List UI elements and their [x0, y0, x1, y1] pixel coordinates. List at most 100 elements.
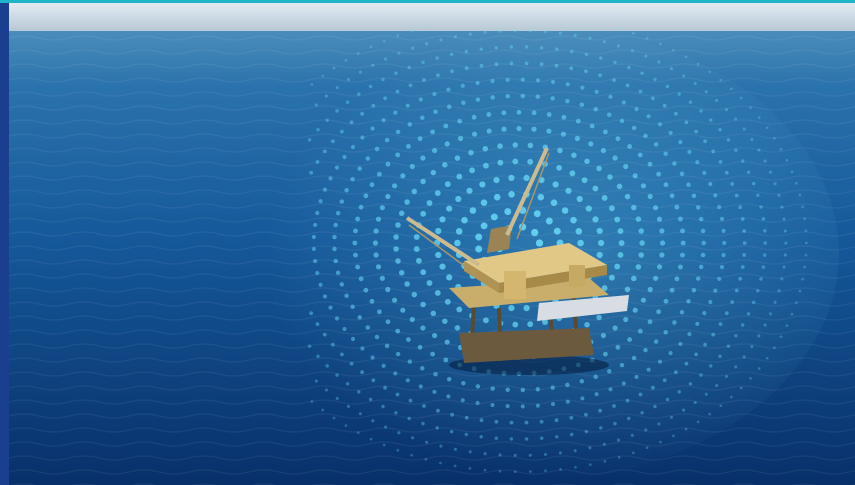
burst-dot	[497, 159, 504, 166]
burst-dot	[597, 239, 605, 247]
burst-dot	[395, 258, 401, 264]
burst-dot	[608, 94, 613, 99]
burst-dot	[601, 194, 608, 201]
burst-dot	[657, 422, 661, 426]
burst-dot	[627, 65, 631, 70]
burst-dot	[708, 70, 712, 74]
burst-dot	[598, 408, 602, 413]
burst-dot	[344, 59, 348, 62]
burst-dot	[385, 193, 391, 200]
burst-dot	[647, 286, 653, 293]
burst-dot	[719, 265, 725, 270]
burst-dot	[410, 29, 414, 33]
burst-dot	[584, 412, 588, 417]
burst-dot	[357, 315, 362, 320]
burst-dot	[369, 182, 375, 188]
burst-dot	[593, 106, 598, 112]
burst-dot	[454, 239, 461, 247]
burst-dot	[325, 118, 329, 122]
burst-dot	[446, 87, 451, 92]
burst-dot	[674, 204, 680, 210]
main-deck	[464, 243, 607, 283]
burst-dot	[679, 171, 685, 177]
burst-dot	[417, 344, 423, 350]
burst-dot	[420, 366, 425, 371]
burst-dot	[734, 117, 738, 121]
burst-dot	[616, 183, 623, 190]
burst-dot	[382, 443, 386, 447]
burst-dot	[311, 246, 316, 252]
burst-dot	[369, 437, 373, 441]
burst-dot	[617, 251, 624, 258]
burst-dot	[385, 161, 391, 167]
burst-dot	[505, 387, 510, 393]
burst-dot	[606, 369, 612, 374]
burst-dot	[657, 359, 663, 364]
burst-dot	[461, 380, 466, 386]
burst-dot	[409, 316, 415, 323]
burst-dot	[612, 155, 618, 161]
burst-dot	[395, 222, 401, 228]
burst-dot	[635, 216, 642, 222]
burst-dot	[779, 147, 783, 151]
burst-dot	[693, 81, 697, 86]
burst-dot	[318, 199, 323, 204]
burst-dot	[763, 323, 767, 327]
burst-dot	[625, 398, 630, 403]
burst-dot	[340, 352, 344, 357]
burst-dot	[643, 133, 648, 139]
burst-dot	[344, 424, 348, 427]
burst-dot	[761, 217, 766, 221]
burst-dot	[616, 438, 621, 442]
burst-dot	[717, 276, 722, 281]
burst-dot	[659, 228, 665, 234]
burst-dot	[434, 289, 441, 296]
burst-dot	[739, 96, 743, 100]
burst-dot	[794, 301, 798, 305]
burst-dot	[783, 229, 787, 233]
burst-dot	[475, 245, 483, 253]
burst-dot	[773, 300, 777, 304]
burst-dot	[468, 149, 474, 156]
burst-dot	[508, 304, 515, 312]
burst-dot	[653, 404, 657, 409]
burst-dot	[659, 252, 665, 258]
burst-dot	[640, 71, 644, 75]
burst-dot	[680, 228, 685, 234]
burst-dot	[577, 239, 584, 247]
burst-dot	[439, 444, 443, 448]
burst-dot	[411, 436, 415, 440]
burst-dot	[613, 60, 617, 65]
burst-dot	[480, 199, 488, 206]
burst-dot	[439, 263, 446, 270]
burst-dot	[749, 377, 752, 380]
burst-dot	[638, 392, 643, 397]
burst-dot	[426, 280, 433, 286]
burst-dot	[627, 143, 633, 149]
burst-dot	[395, 392, 400, 397]
burst-dot	[483, 30, 487, 34]
burst-dot	[695, 160, 700, 165]
burst-dot	[539, 419, 544, 424]
burst-dot	[471, 114, 477, 120]
burst-dot	[456, 306, 463, 313]
burst-dot	[730, 182, 735, 186]
burst-dot	[677, 92, 681, 96]
burst-dot	[531, 110, 537, 116]
burst-dot	[371, 378, 376, 383]
burst-dot	[446, 205, 453, 212]
burst-dot	[508, 174, 515, 182]
burst-dot	[599, 426, 603, 430]
burst-dot	[376, 171, 382, 177]
burst-dot	[417, 136, 423, 142]
burst-dot	[804, 241, 808, 245]
platform-base	[459, 328, 594, 363]
burst-dot	[466, 187, 473, 194]
burst-dot	[686, 182, 691, 187]
burst-dot	[384, 425, 388, 429]
burst-dot	[479, 63, 484, 68]
derrick	[487, 225, 512, 253]
burst-dot	[322, 332, 327, 337]
burst-dot	[311, 234, 316, 240]
burst-dot	[749, 106, 752, 109]
